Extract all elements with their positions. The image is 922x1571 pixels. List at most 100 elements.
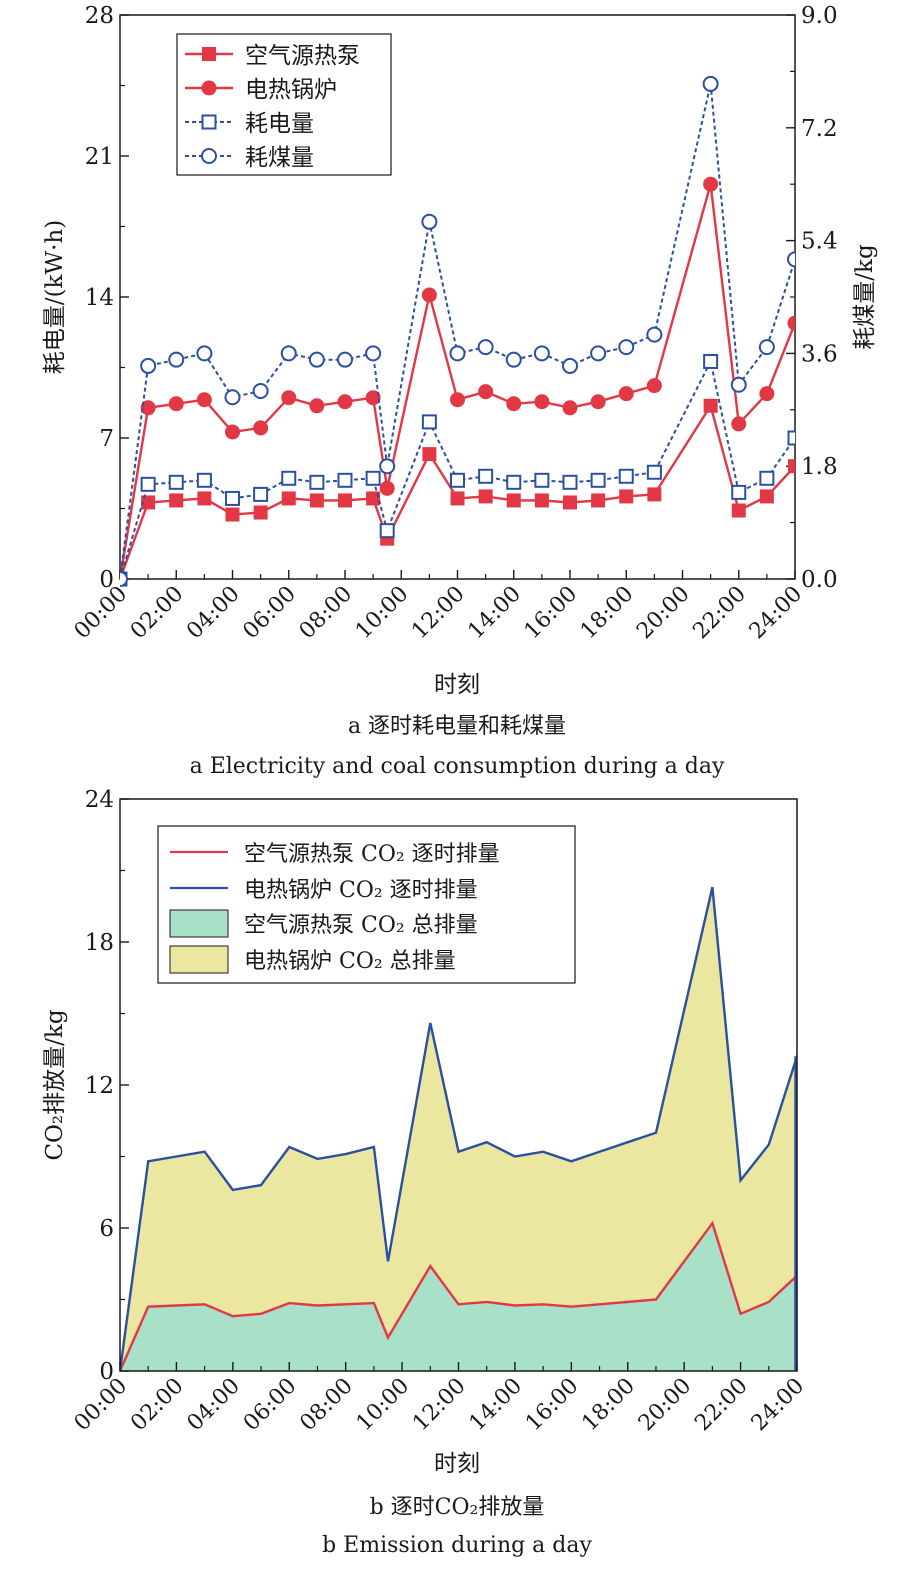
chart-a-series-3-point — [618, 468, 634, 484]
chart-a-series-2-point — [450, 392, 465, 408]
legend-label-electricity: 耗电量 — [245, 111, 314, 137]
caption-a-en: a Electricity and coal consumption durin… — [190, 754, 725, 779]
chart-b-y-tick-label: 12 — [85, 1073, 114, 1099]
chart-a-right-axis: 0.0 1.8 3.6 5.4 7.2 9.0 — [786, 3, 838, 593]
chart-a-series-2-point — [337, 394, 353, 410]
chart-a-series-1-point — [141, 495, 156, 510]
chart-a-series-3-point — [337, 472, 353, 488]
chart-b-x-tick-label: 08:00 — [295, 1374, 358, 1437]
chart-b-x-tick-label: 20:00 — [634, 1374, 697, 1437]
chart-a-series-2-point — [590, 394, 606, 410]
chart-a-series-3-point — [309, 474, 325, 490]
chart-a-y2-tick-label: 3.6 — [801, 341, 838, 367]
chart-a-series-1-point — [619, 489, 634, 504]
chart-a-series-4-point — [280, 345, 297, 362]
chart-a-series-2-point — [703, 176, 719, 192]
chart-a-y2-axis-title: 耗煤量/kg — [852, 244, 878, 350]
chart-a-series-1-point — [478, 489, 493, 504]
chart-a-series-4-point — [252, 383, 269, 399]
chart-a-series-3-point — [196, 472, 212, 488]
chart-b-x-tick-label: 14:00 — [465, 1374, 528, 1437]
legend-label-heat-pump: 空气源热泵 — [245, 43, 360, 69]
chart-a-series-4-point — [787, 251, 795, 268]
chart-b-x-tick-label: 12:00 — [408, 1374, 471, 1437]
chart-a-series-2-point — [506, 396, 522, 412]
legend-label-boiler-total: 电热锅炉 CO₂ 总排量 — [244, 949, 456, 974]
chart-a-x-tick-label: 08:00 — [295, 582, 358, 645]
chart-a-series-1-point — [253, 505, 268, 520]
chart-b-line-clip-group — [120, 886, 797, 1371]
chart-a-x-tick-label: 06:00 — [238, 582, 301, 645]
chart-a-series-1-point — [731, 503, 746, 518]
chart-b-x-tick-label: 06:00 — [239, 1374, 302, 1437]
chart-a-series-1-point — [338, 493, 352, 508]
chart-a-series-clip-group — [120, 75, 816, 587]
chart-b-x-tick-label: 16:00 — [521, 1374, 584, 1437]
chart-b-x-tick-label: 10:00 — [352, 1374, 415, 1437]
chart-a-series-3-point — [450, 472, 465, 488]
chart-a-series-3-point — [253, 486, 269, 502]
caption-b-en: b Emission during a day — [322, 1533, 592, 1558]
chart-a-series-2-point — [140, 400, 156, 416]
chart-b-x-tick-label: 22:00 — [690, 1374, 753, 1437]
chart-a-series-2-line — [120, 183, 795, 580]
chart-a-x-tick-label: 12:00 — [407, 582, 470, 645]
chart-a-series-4-point — [365, 345, 382, 362]
chart-a-y-tick-label: 14 — [85, 285, 114, 311]
chart-a-x-axis: 00:0002:0004:0006:0008:0010:0012:0014:00… — [70, 570, 808, 645]
chart-a-series-3-point — [421, 414, 437, 430]
chart-a-series-4-point — [421, 213, 438, 230]
chart-a-y2-tick-label: 0.0 — [801, 567, 838, 593]
chart-a-series-3-point — [703, 353, 719, 369]
chart-a-series-3-point — [590, 472, 606, 488]
chart-b-series-2-line — [120, 886, 797, 1371]
chart-a-x-axis-title: 时刻 — [434, 672, 480, 698]
chart-a-series-3-point — [140, 476, 156, 492]
chart-a-x-tick-label: 18:00 — [576, 582, 639, 645]
chart-a-series-3-point — [168, 474, 184, 490]
chart-a-series-4-point — [702, 75, 719, 92]
chart-b-area-layer — [120, 887, 797, 1371]
chart-a-series-4-point — [449, 345, 466, 362]
chart-a-series-1-point — [759, 489, 774, 504]
chart-a-y-tick-label: 21 — [85, 144, 114, 170]
chart-a-series-4-point — [533, 345, 550, 362]
chart-a-series-3-point — [506, 474, 522, 490]
chart-b-y-tick-label: 6 — [99, 1216, 114, 1242]
chart-a-series-2-point — [646, 378, 662, 394]
chart-b-y-axis-title: CO₂排放量/kg — [42, 1009, 68, 1160]
chart-a-series-4-point — [196, 345, 213, 362]
chart-a-y-tick-label: 0 — [99, 567, 114, 593]
chart-a-series-3-point — [534, 472, 550, 488]
legend-label-boiler: 电热锅炉 — [245, 77, 337, 103]
chart-a-series-3-point — [379, 523, 395, 539]
chart-a-series-4-point — [337, 351, 353, 368]
chart-a-series-1-point — [197, 491, 212, 506]
chart-a-series-1-point — [703, 398, 718, 413]
chart-a-series-3-point — [281, 470, 297, 486]
chart-a-series-4-point — [646, 326, 663, 343]
chart-a-series-1-point — [647, 487, 662, 502]
chart-a-x-tick-label: 20:00 — [632, 582, 695, 645]
legend-item-boiler: 电热锅炉 — [185, 77, 337, 103]
legend-label-heat-pump-total: 空气源热泵 CO₂ 总排量 — [244, 913, 478, 938]
chart-a-series-1-point — [169, 493, 184, 508]
chart-a-series-3-point — [562, 474, 578, 490]
chart-a-x-tick-label: 22:00 — [688, 582, 751, 645]
chart-a-series-2-point — [225, 424, 240, 440]
chart-a-series-4-point — [120, 571, 128, 587]
chart-a-series-2-point — [618, 386, 634, 402]
chart-b-y-tick-label: 18 — [85, 930, 114, 956]
chart-a-x-tick-label: 24:00 — [745, 582, 808, 645]
chart-a-series-2-point — [421, 287, 437, 303]
legend-item-boiler-total: 电热锅炉 CO₂ 总排量 — [169, 945, 456, 974]
chart-a-series-2-point — [562, 400, 578, 416]
chart-b-x-tick-label: 24:00 — [747, 1374, 810, 1437]
chart-b-x-axis: 00:0002:0004:0006:0008:0010:0012:0014:00… — [70, 1362, 810, 1437]
chart-a-series-layer — [120, 75, 816, 587]
chart-a-series-4-point — [758, 339, 775, 356]
chart-b-x-tick-label: 02:00 — [126, 1374, 189, 1437]
chart-a-series-4-point — [802, 271, 816, 285]
chart-b-y-tick-label: 0 — [99, 1359, 114, 1385]
chart-b-area-boiler-total — [120, 887, 797, 1371]
